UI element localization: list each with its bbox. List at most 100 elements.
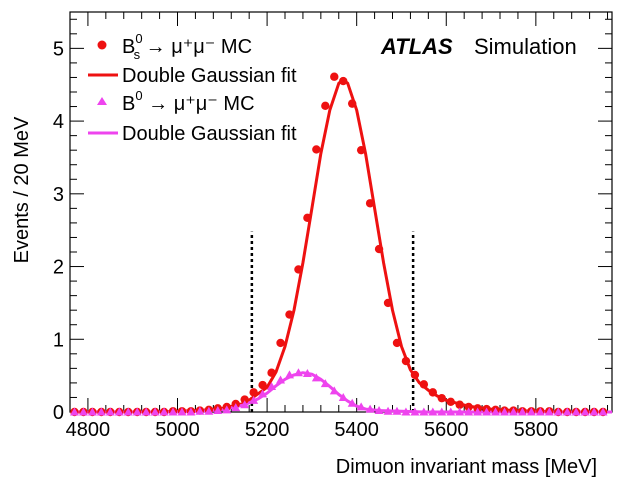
data-point-b0_mc	[508, 407, 518, 416]
y-tick-label: 4	[53, 111, 64, 133]
data-point-b0_mc	[365, 404, 375, 413]
data-point-b0_mc	[473, 407, 483, 416]
data-point-b0_mc	[544, 407, 554, 416]
data-point-bs_mc	[419, 380, 429, 389]
data-point-b0_mc	[222, 405, 232, 414]
data-point-b0_mc	[553, 407, 563, 416]
data-point-bs_mc	[446, 397, 455, 407]
data-point-b0_mc	[499, 407, 509, 416]
data-point-b0_mc	[401, 407, 411, 416]
data-point-b0_mc	[535, 407, 545, 416]
data-point-b0_mc	[437, 407, 447, 416]
data-point-bs_mc	[365, 199, 375, 208]
data-point-bs_mc	[249, 388, 258, 397]
data-point-b0_mc	[562, 407, 572, 416]
data-point-bs_mc	[258, 380, 267, 390]
data-point-bs_mc	[392, 338, 402, 348]
data-point-bs_mc	[276, 338, 285, 348]
data-point-bs_mc	[464, 402, 473, 412]
data-point-bs_mc	[401, 356, 411, 366]
data-point-bs_mc	[330, 72, 339, 81]
data-point-bs_mc	[312, 145, 321, 154]
data-point-b0_mc	[526, 407, 536, 416]
fit-curve-b0_fit	[74, 371, 612, 414]
data-point-bs_mc	[374, 244, 384, 254]
data-point-bs_mc	[428, 388, 438, 397]
data-point-b0_mc	[338, 392, 348, 401]
data-point-b0_mc	[329, 386, 339, 395]
y-tick-label: 2	[53, 257, 64, 279]
y-tick-label: 1	[53, 329, 64, 351]
legend-label-bs: B0 s → μ⁺μ⁻ MC	[122, 31, 252, 62]
data-point-b0_mc	[132, 407, 142, 416]
data-point-bs_mc	[437, 393, 446, 403]
data-point-b0_mc	[455, 407, 465, 416]
x-tick-label: 4800	[66, 419, 111, 441]
data-point-b0_mc	[231, 403, 241, 412]
data-point-b0_mc	[267, 382, 277, 391]
atlas-label: ATLAS Simulation	[380, 34, 577, 59]
data-point-b0_mc	[150, 407, 160, 416]
data-point-b0_mc	[168, 407, 178, 416]
data-point-b0_mc	[482, 407, 492, 416]
data-point-bs_mc	[455, 400, 464, 409]
legend-label-b0: B0 → μ⁺μ⁻ MC	[122, 88, 255, 115]
data-point-b0_mc	[204, 406, 214, 415]
data-point-b0_mc	[571, 407, 581, 416]
data-point-b0_mc	[491, 407, 501, 416]
plot-frame	[69, 11, 613, 413]
y-axis-title: Events / 20 MeV	[11, 116, 33, 263]
experiment-name: ATLAS	[380, 34, 453, 59]
data-point-b0_mc	[356, 402, 366, 411]
y-tick-label: 3	[53, 184, 64, 206]
data-point-bs_mc	[303, 213, 312, 223]
data-point-b0_mc	[383, 406, 393, 415]
legend-marker-b0	[97, 97, 107, 105]
mass-window-lines	[250, 231, 415, 412]
x-tick-label: 5000	[155, 419, 200, 441]
data-point-b0_mc	[114, 407, 124, 416]
data-point-b0_mc	[186, 407, 196, 416]
data-point-b0_mc	[464, 407, 474, 416]
data-point-b0_mc	[284, 370, 294, 379]
data-point-b0_mc	[410, 407, 420, 416]
data-point-b0_mc	[428, 407, 438, 416]
data-point-b0_mc	[320, 379, 330, 388]
data-point-b0_mc	[374, 406, 384, 415]
data-point-b0_mc	[293, 368, 303, 377]
data-point-b0_mc	[249, 395, 259, 404]
data-point-b0_mc	[78, 407, 88, 416]
data-point-b0_mc	[580, 407, 590, 416]
x-tick-label: 5400	[334, 419, 379, 441]
data-point-bs_mc	[321, 101, 330, 111]
data-point-b0_mc	[598, 407, 608, 416]
legend-label-b0-fit: Double Gaussian fit	[122, 123, 297, 145]
data-point-b0_mc	[159, 407, 169, 416]
data-point-b0_mc	[311, 373, 321, 382]
data-point-b0_mc	[419, 407, 429, 416]
data-point-bs_mc	[267, 368, 276, 377]
data-point-bs_mc	[240, 395, 249, 404]
data-point-b0_mc	[123, 407, 133, 416]
data-point-b0_mc	[392, 406, 402, 415]
data-point-bs_mc	[356, 145, 366, 155]
y-tick-label: 0	[53, 402, 64, 424]
data-point-b0_mc	[105, 407, 115, 416]
x-tick-label: 5200	[245, 419, 290, 441]
data-point-b0_mc	[177, 407, 187, 416]
data-point-b0_mc	[446, 407, 456, 416]
data-point-b0_mc	[276, 375, 286, 384]
data-point-bs_mc	[339, 76, 348, 86]
legend-marker-bs	[97, 40, 107, 50]
data-point-b0_mc	[195, 406, 205, 415]
legend-label-bs-fit: Double Gaussian fit	[122, 65, 297, 87]
y-tick-label: 5	[53, 38, 64, 60]
data-point-bs_mc	[285, 310, 294, 319]
x-axis: 4800 5000 5200 5400 5600 5800	[66, 12, 609, 441]
data-point-b0_mc	[347, 398, 357, 407]
status-label: Simulation	[474, 34, 577, 59]
data-point-b0_mc	[240, 400, 250, 409]
x-axis-title: Dimuon invariant mass [MeV]	[336, 456, 597, 478]
data-point-b0_mc	[213, 406, 223, 415]
